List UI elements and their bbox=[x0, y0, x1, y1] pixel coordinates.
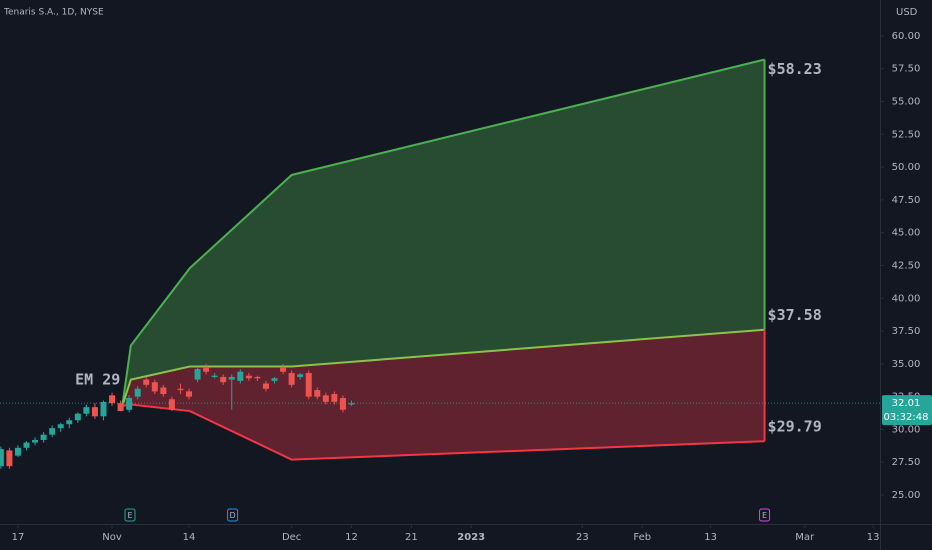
x-tick-label: 17 bbox=[12, 532, 25, 543]
candle-body bbox=[271, 378, 278, 381]
band-label: $37.58 bbox=[768, 306, 822, 324]
em-label: EM 29 bbox=[75, 370, 120, 388]
band-label: $29.79 bbox=[768, 418, 822, 436]
candle-body bbox=[288, 373, 295, 385]
candle-body bbox=[339, 397, 346, 410]
candle-body bbox=[297, 374, 304, 377]
event-label: E bbox=[127, 511, 132, 520]
x-tick-label: 13 bbox=[704, 532, 717, 543]
candle-body bbox=[211, 375, 218, 377]
candle-body bbox=[49, 428, 56, 435]
candle-body bbox=[151, 382, 158, 392]
candle-body bbox=[322, 395, 329, 402]
currency: USD bbox=[896, 7, 918, 18]
event-marker bbox=[227, 508, 239, 522]
candle-body bbox=[228, 376, 235, 380]
x-tick-label: 2023 bbox=[457, 532, 485, 543]
y-tick-label: 60.00 bbox=[892, 31, 921, 42]
candle-body bbox=[348, 403, 355, 405]
candle-body bbox=[168, 399, 175, 410]
y-tick-label: 57.50 bbox=[892, 64, 921, 75]
candle-body bbox=[40, 434, 47, 440]
candle-body bbox=[262, 383, 269, 389]
y-tick-label: 47.50 bbox=[892, 195, 921, 206]
y-tick-label: 55.00 bbox=[892, 97, 921, 108]
y-tick-label: 30.00 bbox=[892, 424, 921, 435]
y-tick-label: 40.00 bbox=[892, 293, 921, 304]
candle-body bbox=[91, 407, 98, 417]
x-tick-label: 12 bbox=[345, 532, 358, 543]
countdown-label: 03:32:48 bbox=[884, 412, 929, 423]
lower-band-area bbox=[122, 329, 765, 460]
event-marker bbox=[124, 508, 136, 522]
x-tick-label: 13 bbox=[867, 532, 880, 543]
candle-body bbox=[6, 450, 13, 467]
candle-body bbox=[203, 367, 210, 372]
candle-body bbox=[109, 395, 116, 404]
band-label: $58.23 bbox=[768, 60, 822, 78]
candle-body bbox=[23, 442, 30, 448]
candle-body bbox=[83, 407, 90, 414]
chart-title: Tenaris S.A., 1D, NYSE bbox=[3, 8, 104, 18]
y-tick-label: 50.00 bbox=[892, 162, 921, 173]
event-label: D bbox=[230, 511, 236, 520]
candle-body bbox=[160, 387, 167, 395]
candle-body bbox=[185, 391, 192, 397]
x-tick-label: Feb bbox=[633, 532, 651, 543]
candle-body bbox=[14, 447, 21, 456]
last-price-box bbox=[882, 395, 932, 426]
candle-body bbox=[32, 439, 39, 443]
event-label: E bbox=[762, 511, 767, 520]
y-tick-label: 25.00 bbox=[892, 490, 921, 501]
candle-body bbox=[314, 390, 321, 397]
last-price-label: 32.01 bbox=[892, 398, 921, 409]
candle-body bbox=[117, 403, 124, 412]
middle-band-line bbox=[121, 328, 765, 407]
candle-body bbox=[194, 369, 201, 380]
candle-body bbox=[66, 420, 73, 425]
y-tick-label: 27.50 bbox=[892, 457, 921, 468]
candle-body bbox=[57, 424, 64, 429]
candle-body bbox=[245, 375, 252, 379]
y-tick-label: 45.00 bbox=[892, 228, 921, 239]
candle-body bbox=[220, 376, 227, 383]
x-tick-label: Mar bbox=[795, 532, 815, 543]
candle-body bbox=[280, 367, 287, 372]
candle-body bbox=[254, 376, 261, 379]
candle-body bbox=[126, 397, 133, 410]
x-tick-label: Dec bbox=[282, 532, 301, 543]
candle-body bbox=[143, 379, 150, 385]
candle-body bbox=[331, 394, 338, 402]
y-tick-label: 52.50 bbox=[892, 129, 921, 140]
candle-body bbox=[237, 371, 244, 381]
candle-body bbox=[134, 388, 141, 397]
candle-body bbox=[100, 401, 107, 417]
y-tick-label: 37.50 bbox=[892, 326, 921, 337]
x-tick-label: 14 bbox=[183, 532, 196, 543]
y-tick-label: 35.00 bbox=[892, 359, 921, 370]
x-tick-label: 21 bbox=[405, 532, 418, 543]
x-tick-label: Nov bbox=[102, 532, 122, 543]
candle-body bbox=[74, 413, 81, 421]
candle-body bbox=[177, 388, 184, 391]
upper-band-line bbox=[121, 58, 765, 406]
candle-body bbox=[0, 449, 4, 467]
event-marker bbox=[759, 508, 771, 522]
y-tick-label: 42.50 bbox=[892, 260, 921, 271]
candle-body bbox=[305, 373, 312, 397]
upper-band-area bbox=[122, 59, 765, 406]
x-tick-label: 23 bbox=[576, 532, 589, 543]
